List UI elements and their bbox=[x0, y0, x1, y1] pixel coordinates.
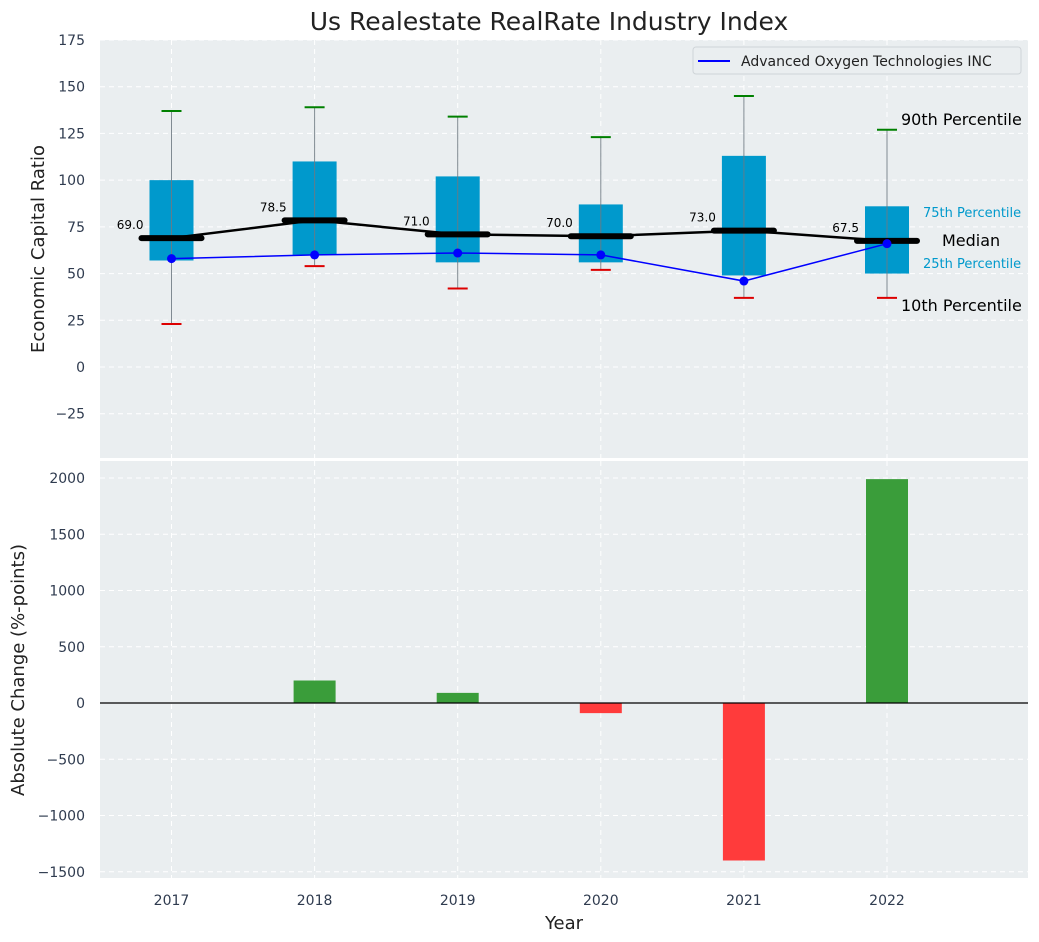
bottom-y-tick-label: −500 bbox=[47, 752, 85, 768]
annotation-p10: 10th Percentile bbox=[901, 296, 1022, 315]
bottom-y-tick-labels: 2000 1500 1000 500 0 −500 −1000 −1500 bbox=[38, 471, 85, 881]
legend: Advanced Oxygen Technologies INC bbox=[692, 46, 1022, 75]
top-y-tick-label: 150 bbox=[58, 80, 85, 96]
annotation-p90: 90th Percentile bbox=[901, 110, 1022, 129]
series-point bbox=[167, 254, 176, 264]
series-point bbox=[310, 250, 320, 260]
bottom-y-tick-label: −1500 bbox=[38, 865, 85, 881]
x-tick-label: 2022 bbox=[869, 893, 905, 909]
median-value-label: 67.5 bbox=[832, 221, 859, 235]
median-value-label: 70.0 bbox=[546, 216, 573, 230]
series-line bbox=[171, 242, 888, 282]
annotation-p25: 25th Percentile bbox=[923, 257, 1021, 272]
bottom-y-tick-label: 1500 bbox=[49, 527, 85, 543]
top-y-tick-label: 175 bbox=[58, 33, 85, 49]
annotation-p75: 75th Percentile bbox=[923, 206, 1021, 221]
change-bar bbox=[436, 692, 479, 703]
top-y-tick-label: 125 bbox=[58, 126, 85, 142]
x-tick-labels: 2017 2018 2019 2020 2021 2022 bbox=[154, 893, 905, 909]
median-value-label: 71.0 bbox=[403, 214, 430, 228]
x-tick-label: 2017 bbox=[154, 893, 190, 909]
series-point bbox=[453, 248, 463, 258]
bottom-y-tick-label: −1000 bbox=[38, 809, 85, 825]
series-point bbox=[596, 250, 606, 260]
change-bar bbox=[722, 703, 765, 861]
top-y-tick-label: 0 bbox=[76, 360, 85, 376]
chart-title: Us Realestate RealRate Industry Index bbox=[310, 7, 789, 36]
legend-series-label: Advanced Oxygen Technologies INC bbox=[741, 54, 992, 70]
bar-layer bbox=[100, 479, 1028, 861]
top-y-tick-label: 50 bbox=[67, 267, 85, 283]
top-y-tick-label: 25 bbox=[67, 313, 85, 329]
bottom-y-tick-label: 2000 bbox=[49, 471, 85, 487]
bottom-y-tick-label: 1000 bbox=[49, 584, 85, 600]
top-y-tick-label: 75 bbox=[67, 220, 85, 236]
annotation-median: Median bbox=[942, 231, 1000, 250]
x-axis-title: Year bbox=[544, 913, 584, 934]
x-tick-label: 2020 bbox=[583, 893, 619, 909]
legend-box bbox=[692, 46, 1022, 75]
bottom-y-tick-label: 500 bbox=[58, 640, 85, 656]
median-value-label: 73.0 bbox=[689, 211, 716, 225]
series-point bbox=[739, 276, 749, 286]
bottom-y-tick-label: 0 bbox=[76, 696, 85, 712]
x-tick-label: 2018 bbox=[297, 893, 333, 909]
median-value-label: 69.0 bbox=[117, 218, 144, 232]
change-bar bbox=[579, 703, 622, 714]
bottom-y-axis-title: Absolute Change (%-points) bbox=[8, 544, 29, 796]
change-bar bbox=[866, 479, 908, 703]
top-y-tick-label: 100 bbox=[58, 173, 85, 189]
top-y-axis-title: Economic Capital Ratio bbox=[28, 145, 49, 353]
top-y-tick-labels: 175 150 125 100 75 50 25 0 −25 bbox=[55, 33, 85, 423]
x-tick-label: 2019 bbox=[440, 893, 476, 909]
x-tick-label: 2021 bbox=[726, 893, 762, 909]
box-plot-layer: 69.0 78.5 71.0 70.0 73.0 67.5 bbox=[117, 95, 920, 326]
change-bar bbox=[293, 680, 336, 703]
series-point bbox=[882, 239, 892, 249]
top-y-tick-label: −25 bbox=[55, 407, 85, 423]
median-value-label: 78.5 bbox=[260, 200, 287, 214]
